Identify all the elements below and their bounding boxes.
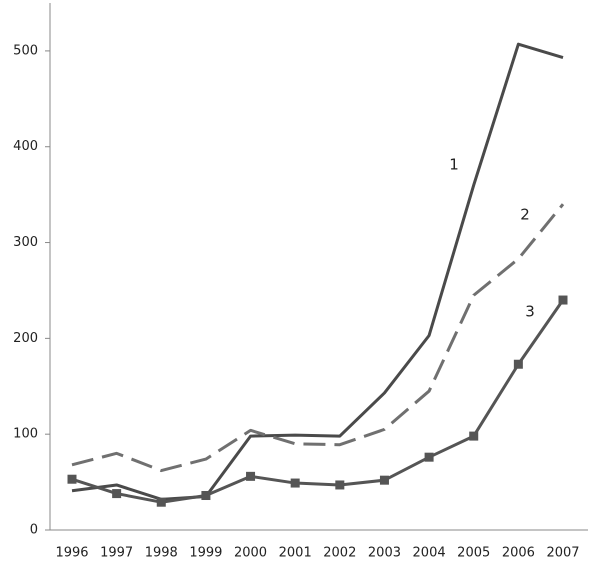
x-tick-label: 2001 bbox=[279, 546, 312, 561]
x-tick-label: 1998 bbox=[145, 546, 178, 561]
marker bbox=[424, 452, 434, 462]
marker bbox=[67, 474, 77, 484]
marker bbox=[112, 489, 122, 499]
y-tick-label: 300 bbox=[13, 235, 38, 250]
marker bbox=[513, 359, 523, 369]
x-tick-label: 2005 bbox=[457, 546, 490, 561]
x-tick-label: 2000 bbox=[234, 546, 267, 561]
x-tick-label: 2006 bbox=[502, 546, 535, 561]
marker bbox=[335, 480, 345, 490]
y-tick-label: 400 bbox=[13, 139, 38, 154]
y-tick-label: 100 bbox=[13, 427, 38, 442]
y-tick-label: 500 bbox=[13, 43, 38, 58]
marker bbox=[156, 497, 166, 507]
x-tick-label: 1997 bbox=[100, 546, 133, 561]
x-tick-label: 1996 bbox=[55, 546, 88, 561]
marker bbox=[201, 491, 211, 501]
series-label: 1 bbox=[449, 156, 459, 174]
y-tick-label: 200 bbox=[13, 331, 38, 346]
x-tick-label: 2004 bbox=[413, 546, 446, 561]
series-line bbox=[71, 299, 565, 504]
marker bbox=[379, 475, 389, 485]
series-label: 2 bbox=[520, 206, 530, 224]
marker bbox=[469, 431, 479, 441]
x-tick-label: 2007 bbox=[546, 546, 579, 561]
y-tick-label: 0 bbox=[30, 523, 38, 538]
marker bbox=[558, 295, 568, 305]
x-tick-label: 2003 bbox=[368, 546, 401, 561]
marker bbox=[290, 478, 300, 488]
series-label: 3 bbox=[525, 303, 535, 321]
marker bbox=[246, 471, 256, 481]
x-tick-label: 1999 bbox=[189, 546, 222, 561]
x-tick-label: 2002 bbox=[323, 546, 356, 561]
series-line bbox=[71, 42, 564, 501]
series-line bbox=[71, 203, 565, 473]
